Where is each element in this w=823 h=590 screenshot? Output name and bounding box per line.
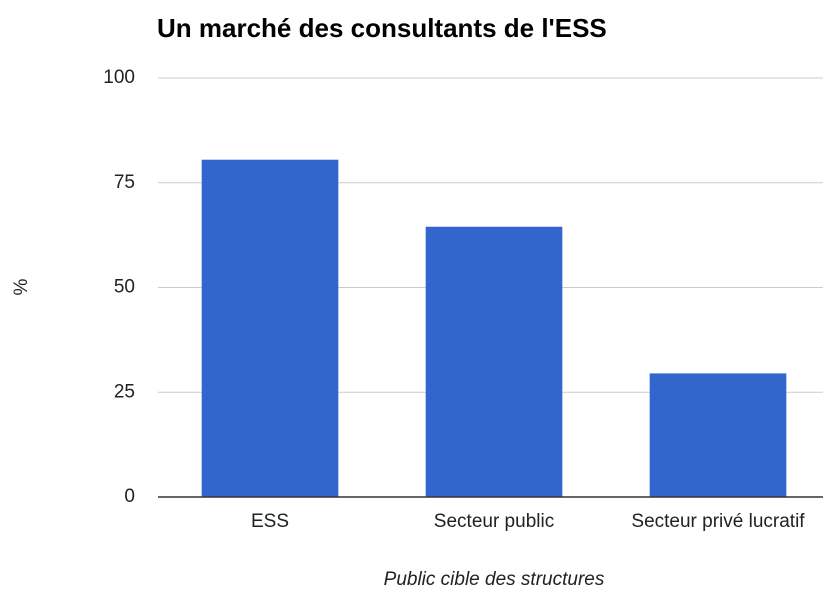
- y-tick-label: 100: [103, 67, 135, 88]
- x-tick-label: ESS: [251, 511, 289, 532]
- bar: [201, 159, 339, 497]
- x-axis-label: Public cible des structures: [384, 569, 605, 590]
- bar: [649, 373, 787, 497]
- y-axis-label: %: [11, 278, 32, 295]
- bar: [425, 226, 563, 497]
- x-tick-label: Secteur privé lucratif: [631, 511, 805, 532]
- y-tick-label: 75: [114, 172, 135, 193]
- y-tick-label: 50: [114, 277, 135, 298]
- y-tick-label: 25: [114, 381, 135, 402]
- y-tick-label: 0: [124, 486, 135, 507]
- x-tick-label: Secteur public: [434, 511, 554, 532]
- chart-title: Un marché des consultants de l'ESS: [157, 13, 607, 43]
